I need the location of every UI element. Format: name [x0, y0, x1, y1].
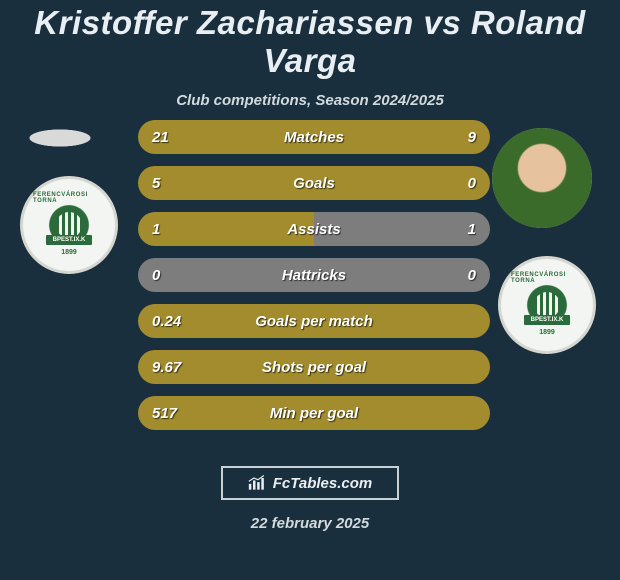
footer-date: 22 february 2025: [0, 515, 620, 532]
stat-row: 0.24 Goals per match: [138, 304, 490, 338]
stat-row: 0 Hattricks 0: [138, 258, 490, 292]
stats-block: 21 Matches 9 5 Goals 0 1 Assists 1 0 Hat…: [138, 120, 490, 442]
club-crest-icon: FERENCVÁROSI TORNA BPEST.IX.K 1899: [511, 269, 583, 341]
player2-avatar: [492, 128, 592, 228]
stat-left-value: 1: [152, 212, 160, 246]
avatar-photo-icon: [492, 128, 592, 228]
stat-left-value: 517: [152, 396, 177, 430]
club-bar-text: BPEST.IX.K: [46, 235, 92, 245]
stat-left-value: 9.67: [152, 350, 181, 384]
stat-left-value: 0.24: [152, 304, 181, 338]
stat-label: Goals per match: [255, 313, 373, 330]
stat-row: 1 Assists 1: [138, 212, 490, 246]
player1-club-badge: FERENCVÁROSI TORNA BPEST.IX.K 1899: [20, 176, 118, 274]
stat-label: Goals: [293, 175, 335, 192]
player2-club-badge: FERENCVÁROSI TORNA BPEST.IX.K 1899: [498, 256, 596, 354]
brand-box[interactable]: FcTables.com: [221, 466, 399, 500]
stat-right-value: 0: [468, 166, 476, 200]
stat-label: Min per goal: [270, 405, 358, 422]
infographic-container: Kristoffer Zachariassen vs Roland Varga …: [0, 0, 620, 580]
stat-left-value: 0: [152, 258, 160, 292]
stat-label: Matches: [284, 129, 344, 146]
stat-right-value: 1: [468, 212, 476, 246]
stat-label: Hattricks: [282, 267, 346, 284]
club-year: 1899: [61, 249, 77, 256]
stat-right-value: 9: [468, 120, 476, 154]
stat-row: 9.67 Shots per goal: [138, 350, 490, 384]
club-arc-text: FERENCVÁROSI TORNA: [511, 272, 583, 284]
club-crest-icon: FERENCVÁROSI TORNA BPEST.IX.K 1899: [33, 189, 105, 261]
stat-row: 5 Goals 0: [138, 166, 490, 200]
bar-chart-icon: [248, 475, 268, 491]
brand-text: FcTables.com: [273, 475, 372, 492]
page-title: Kristoffer Zachariassen vs Roland Varga: [8, 4, 612, 80]
stat-label: Assists: [287, 221, 340, 238]
page-subtitle: Club competitions, Season 2024/2025: [8, 92, 612, 109]
club-year: 1899: [539, 329, 555, 336]
stat-label: Shots per goal: [262, 359, 366, 376]
stat-right-value: 0: [468, 258, 476, 292]
club-arc-text: FERENCVÁROSI TORNA: [33, 192, 105, 204]
stat-left-value: 5: [152, 166, 160, 200]
club-bar-text: BPEST.IX.K: [524, 315, 570, 325]
stat-row: 517 Min per goal: [138, 396, 490, 430]
stat-left-value: 21: [152, 120, 169, 154]
stat-row: 21 Matches 9: [138, 120, 490, 154]
